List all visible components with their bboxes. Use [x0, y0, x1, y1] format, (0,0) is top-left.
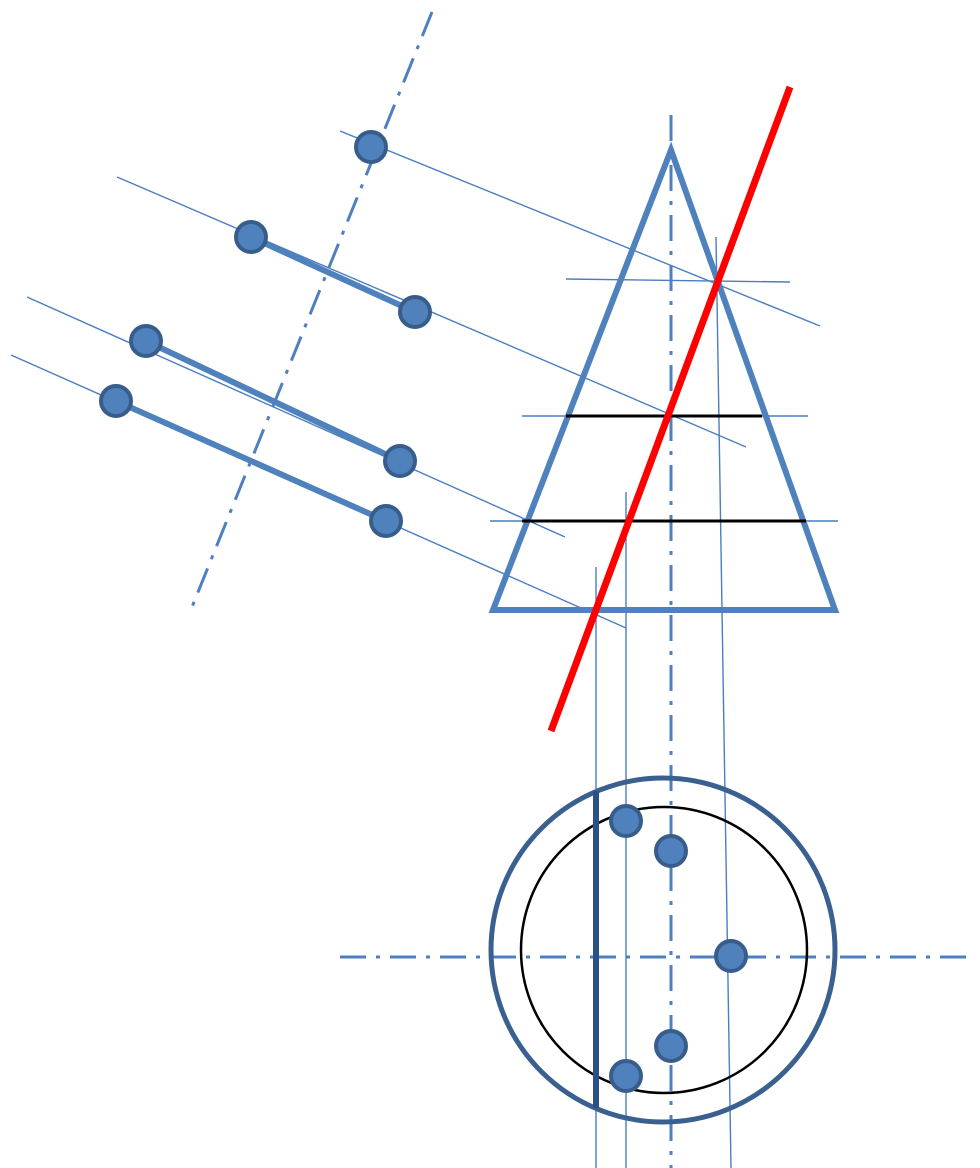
- vertical-line-3: [715, 236, 732, 1168]
- auxiliary-point-apex: [354, 130, 388, 164]
- horizontal-line-1: [565, 278, 791, 283]
- projection-line-3: [26, 296, 566, 538]
- rod-3: [113, 398, 389, 524]
- auxiliary-point-rod1-end: [398, 295, 432, 329]
- rod-2: [143, 338, 403, 464]
- rod-1: [248, 234, 418, 315]
- top-view-point-1: [609, 804, 643, 838]
- auxiliary-point-rod3-start: [99, 384, 133, 418]
- cutting-plane-line: [547, 85, 794, 733]
- cone-outline: [488, 141, 840, 613]
- top-view-point-4: [654, 1029, 688, 1063]
- auxiliary-point-rod3-end: [369, 504, 403, 538]
- auxiliary-point-rod2-start: [129, 324, 163, 358]
- top-view-point-2: [654, 834, 688, 868]
- top-view-point-5: [609, 1059, 643, 1093]
- projection-line-1: [339, 130, 821, 327]
- top-view-base-circle: [488, 775, 838, 1125]
- top-view: [340, 775, 975, 1125]
- top-view-point-3: [714, 939, 748, 973]
- vertical-projection-lines: [595, 236, 732, 1168]
- auxiliary-points: [99, 130, 432, 538]
- auxiliary-point-rod2-end: [383, 444, 417, 478]
- auxiliary-point-rod1-start: [234, 220, 268, 254]
- section-chords: [522, 414, 806, 523]
- auxiliary-rods: [113, 234, 418, 524]
- auxiliary-axis-line: [188, 11, 434, 613]
- projection-lines-auxiliary: [10, 130, 821, 629]
- top-view-inner-circle: [519, 805, 809, 1095]
